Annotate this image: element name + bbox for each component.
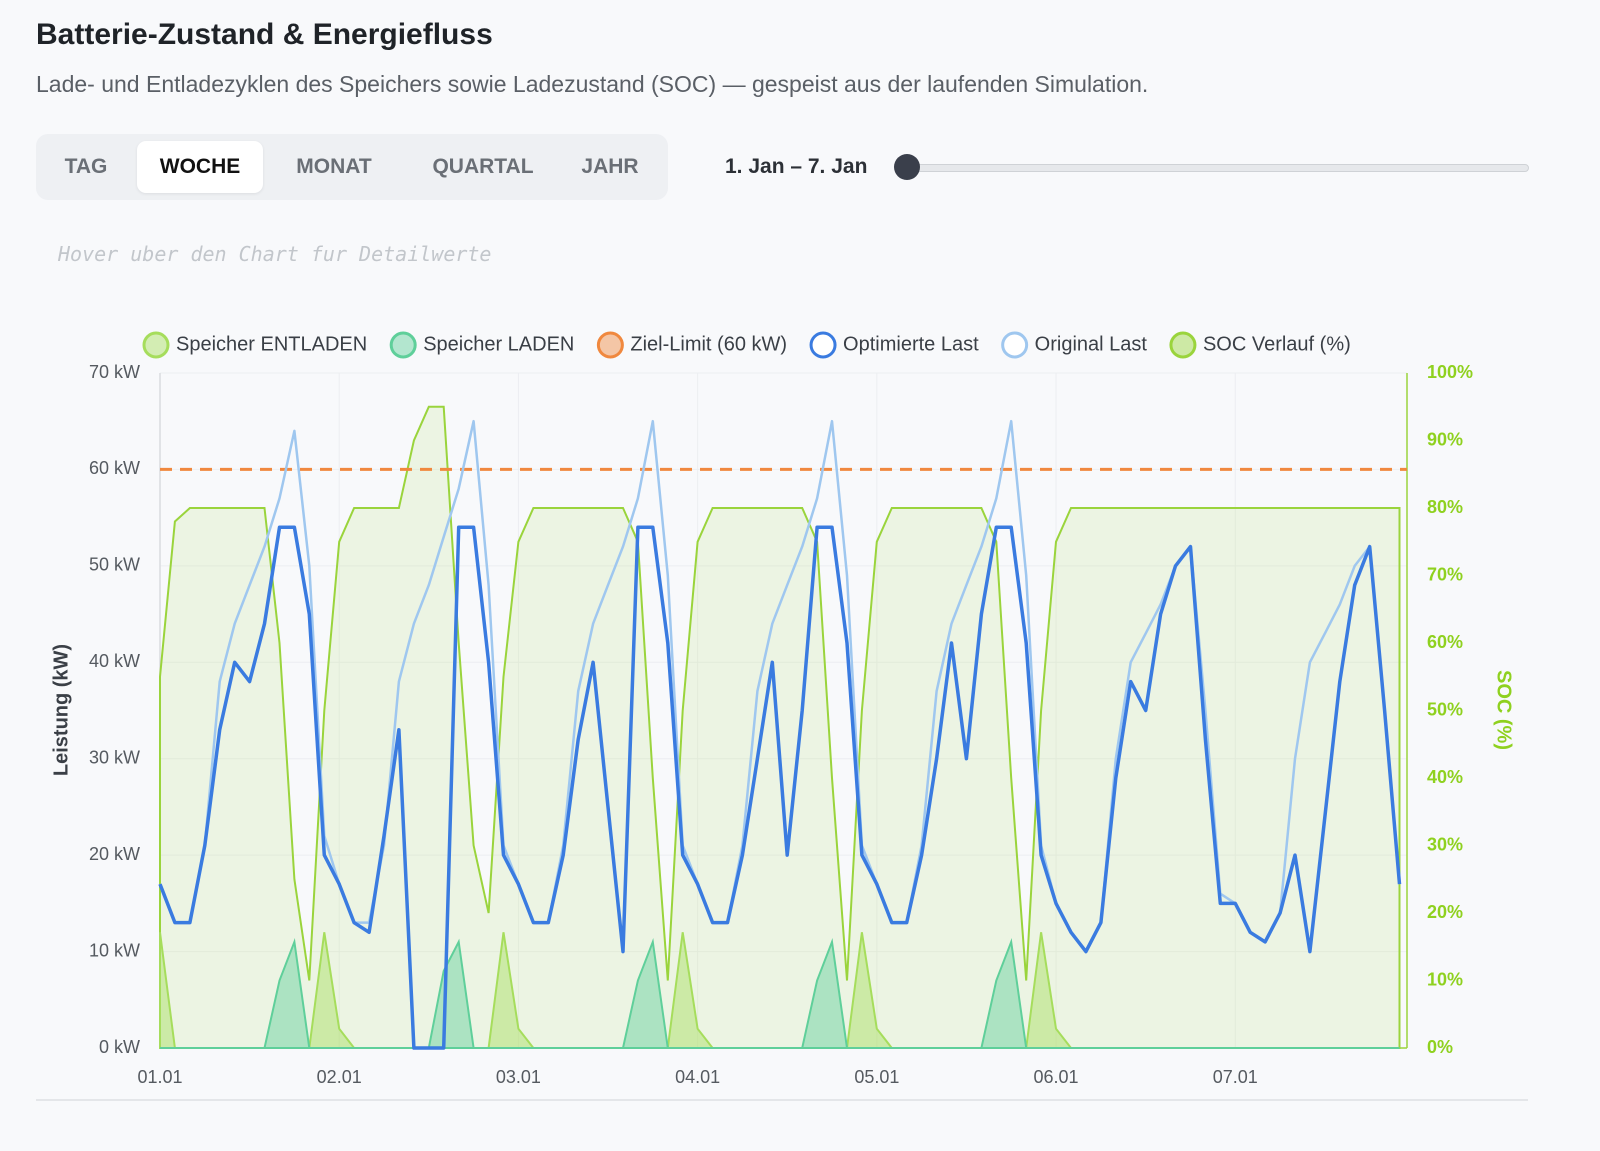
y-tick-label: 10 kW xyxy=(89,940,140,960)
slider-knob[interactable] xyxy=(894,154,920,180)
y-tick-label: 40 kW xyxy=(89,651,140,671)
range-label: 1. Jan – 7. Jan xyxy=(725,155,868,178)
y2-tick-label: 80% xyxy=(1427,497,1463,517)
divider xyxy=(36,1099,1528,1101)
tab[interactable]: TAG xyxy=(64,155,108,178)
y2-tick-label: 50% xyxy=(1427,699,1463,719)
title: Batterie-Zustand & Energiefluss xyxy=(36,18,493,51)
tab[interactable]: JAHR xyxy=(581,155,639,178)
legend-marker xyxy=(596,331,624,359)
y2-tick-label: 10% xyxy=(1427,969,1463,989)
legend-label: SOC Verlauf (%) xyxy=(1203,333,1351,355)
y-tick-label: 0 kW xyxy=(99,1037,140,1057)
legend-marker xyxy=(1001,331,1029,359)
storage-area xyxy=(160,937,1400,1049)
legend-marker xyxy=(809,331,837,359)
legend-label: Original Last xyxy=(1035,333,1148,355)
x-tick-label: 01.01 xyxy=(137,1067,182,1087)
load-line xyxy=(158,525,1402,1050)
y2-tick-label: 90% xyxy=(1427,429,1463,449)
y2-tick-label: 40% xyxy=(1427,767,1463,787)
legend-marker xyxy=(142,331,170,359)
y2-tick-label: 0% xyxy=(1427,1037,1453,1057)
x-tick-label: 07.01 xyxy=(1213,1067,1258,1087)
y-tick-label: 30 kW xyxy=(89,747,140,767)
y-tick-label: 60 kW xyxy=(89,458,140,478)
y-tick-label: 50 kW xyxy=(89,555,140,575)
hover-hint: Hover uber den Chart fur Detailwerte xyxy=(58,242,492,266)
y2-tick-label: 30% xyxy=(1427,834,1463,854)
tab[interactable]: MONAT xyxy=(296,155,372,178)
y-tick-label: 70 kW xyxy=(89,362,140,382)
tab[interactable]: QUARTAL xyxy=(432,155,534,178)
y2-tick-label: 60% xyxy=(1427,632,1463,652)
x-tick-label: 02.01 xyxy=(317,1067,362,1087)
x-tick-label: 06.01 xyxy=(1034,1067,1079,1087)
y-axis-title: Leistung (kW) xyxy=(50,644,72,776)
legend-label: Speicher LADEN xyxy=(423,333,574,355)
legend-marker xyxy=(1169,331,1197,359)
y-tick-label: 20 kW xyxy=(89,844,140,864)
y2-tick-label: 100% xyxy=(1427,362,1473,382)
legend-marker xyxy=(389,331,417,359)
subtitle: Lade- und Entladezyklen des Speichers so… xyxy=(36,71,1149,97)
y2-tick-label: 70% xyxy=(1427,564,1463,584)
legend-label: Optimierte Last xyxy=(843,333,979,355)
y2-axis-title: SOC (%) xyxy=(1493,670,1515,750)
tab[interactable]: WOCHE xyxy=(137,141,263,193)
x-tick-label: 04.01 xyxy=(675,1067,720,1087)
y2-tick-label: 20% xyxy=(1427,902,1463,922)
soc-area xyxy=(159,405,1401,1049)
slider-track[interactable] xyxy=(907,164,1529,172)
x-tick-label: 05.01 xyxy=(854,1067,899,1087)
legend-label: Speicher ENTLADEN xyxy=(176,333,367,355)
tab-bar: TAG WOCHE MONAT QUARTAL JAHR xyxy=(36,134,668,200)
x-tick-label: 03.01 xyxy=(496,1067,541,1087)
legend-label: Ziel-Limit (60 kW) xyxy=(630,333,787,355)
